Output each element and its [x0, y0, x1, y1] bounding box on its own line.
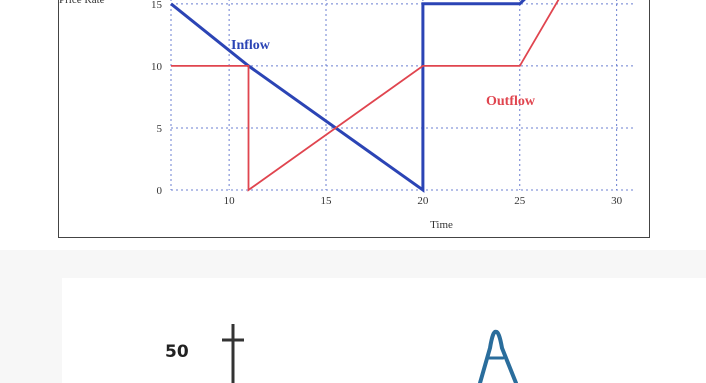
handwritten-sketch-panel: 50	[62, 278, 706, 383]
chart-panel: 10 15 20 25 30 0 5 10 15 Time Price Rate Inflow Outf…	[58, 0, 650, 238]
sketch-label: 50	[165, 342, 189, 362]
y-tick-label: 15	[151, 0, 163, 11]
line-chart: 10 15 20 25 30 0 5 10 15 Time Price Rate Inflow Outf…	[59, 0, 636, 231]
series-line-inflow	[170, 0, 526, 193]
x-tick-label: 25	[514, 195, 526, 207]
x-tick-label: 10	[224, 195, 236, 207]
x-tick-label: 15	[321, 195, 333, 207]
y-tick-label: 5	[157, 123, 163, 135]
series-label-outflow: Outflow	[486, 94, 536, 109]
series-label-inflow: Inflow	[231, 38, 271, 53]
x-axis-label: Time	[430, 219, 453, 231]
sketch-canvas: 50	[165, 324, 518, 383]
y-tick-label: 0	[157, 185, 163, 197]
chart-frame: 10 15 20 25 30 0 5 10 15 Time Price Rate Inflow Outf…	[58, 0, 650, 238]
y-tick-label: 10	[151, 61, 163, 73]
y-axis-label: Price Rate	[59, 0, 105, 6]
x-tick-label: 20	[417, 195, 429, 207]
x-tick-label: 30	[611, 195, 623, 207]
sketch-peak	[478, 329, 518, 383]
series-line-outflow	[171, 0, 560, 192]
